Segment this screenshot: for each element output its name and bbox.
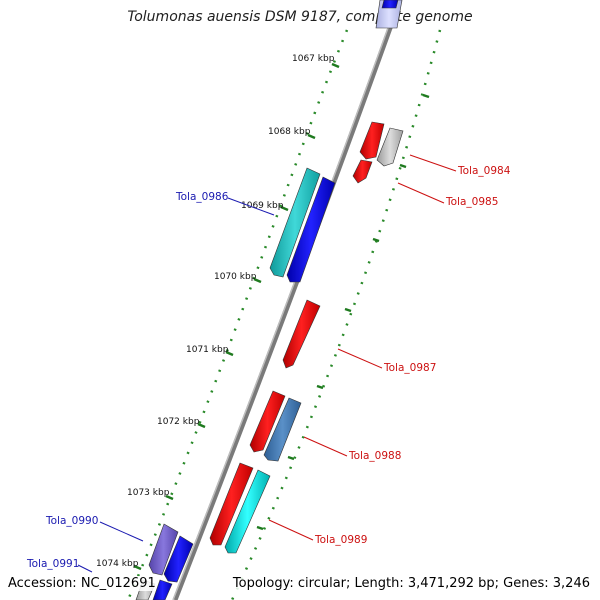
forward-guide-line xyxy=(126,29,349,600)
tick-1069 xyxy=(280,205,289,212)
label-tola-0988[interactable]: Tola_0988 xyxy=(348,450,401,462)
tick-label-1073: 1073 kbp xyxy=(127,488,170,498)
leader-tola-0989 xyxy=(268,519,314,541)
gene-tola-0989-red[interactable] xyxy=(209,462,254,546)
tick-label-1074: 1074 kbp xyxy=(96,559,139,569)
gene-tola-0988-red[interactable] xyxy=(249,390,286,453)
genome-backbone-highlight xyxy=(172,0,399,600)
tick-1067 xyxy=(331,62,340,69)
gene-tola-0984-gray[interactable] xyxy=(376,127,404,167)
label-tola-0990[interactable]: Tola_0990 xyxy=(45,515,98,527)
tick-label-1069: 1069 kbp xyxy=(241,201,284,211)
label-tola-0987[interactable]: Tola_0987 xyxy=(383,362,436,374)
label-tola-0989[interactable]: Tola_0989 xyxy=(314,534,367,546)
leader-tola-0990 xyxy=(99,521,144,542)
gene-tola-0989[interactable] xyxy=(224,469,271,554)
tick-1071 xyxy=(225,350,234,357)
label-tola-0984[interactable]: Tola_0984 xyxy=(457,165,511,177)
gene-top-partial-blue[interactable] xyxy=(381,0,399,9)
tick-label-1070: 1070 kbp xyxy=(214,272,257,282)
gene-tola-0987[interactable] xyxy=(282,299,321,369)
topology-text: Topology: circular; Length: 3,471,292 bp… xyxy=(232,576,590,591)
gene-tola-0991[interactable] xyxy=(163,535,194,583)
leader-tola-0986 xyxy=(227,197,275,216)
tick-1072 xyxy=(197,422,206,429)
label-tola-0985[interactable]: Tola_0985 xyxy=(445,196,498,208)
scale-ticks xyxy=(133,62,340,571)
tick-1073 xyxy=(165,494,174,501)
tick-1068 xyxy=(307,133,316,140)
gene-tola-0986-cyan[interactable] xyxy=(269,167,321,278)
leader-tola-0985 xyxy=(397,182,445,204)
tick-1070 xyxy=(253,277,262,284)
gene-bottom-blue[interactable] xyxy=(152,579,173,600)
accession-text: Accession: NC_012691 xyxy=(8,576,156,591)
gene-tola-0986[interactable] xyxy=(286,176,336,283)
gene-tola-0988[interactable] xyxy=(263,397,302,462)
tick-label-1072: 1072 kbp xyxy=(157,417,200,427)
gene-tola-0985[interactable] xyxy=(352,159,373,184)
leader-tola-0991 xyxy=(77,564,93,573)
gene-tola-0984-upper[interactable] xyxy=(359,121,385,160)
scale-ticks-right xyxy=(256,93,430,531)
label-tola-0986[interactable]: Tola_0986 xyxy=(175,191,229,203)
tick-label-1071: 1071 kbp xyxy=(186,345,229,355)
tick-label-1068: 1068 kbp xyxy=(268,127,311,137)
leader-tola-0987 xyxy=(337,348,383,369)
tick-label-1067: 1067 kbp xyxy=(292,54,335,64)
label-tola-0991[interactable]: Tola_0991 xyxy=(26,558,79,570)
reverse-guide-line xyxy=(230,29,442,600)
tick-1074 xyxy=(133,564,142,571)
leader-tola-0984 xyxy=(409,154,457,172)
gene-features xyxy=(135,0,404,600)
leader-tola-0988 xyxy=(303,436,348,457)
gene-tola-0990[interactable] xyxy=(148,523,179,576)
